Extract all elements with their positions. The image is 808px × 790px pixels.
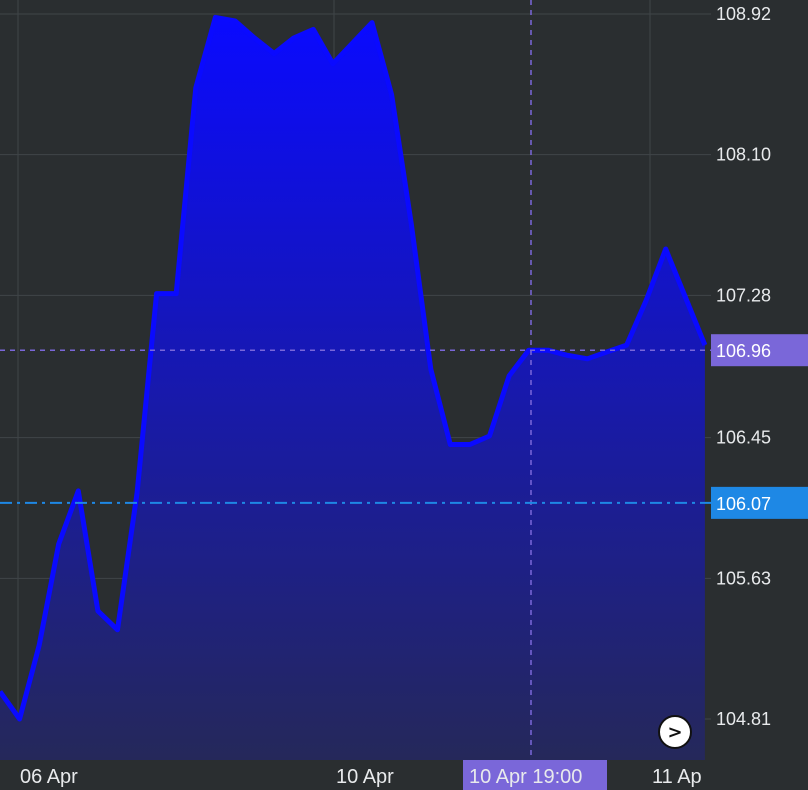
data-point [547, 349, 549, 351]
data-point [175, 293, 177, 295]
data-point [391, 94, 393, 96]
scroll-to-latest-button[interactable]: > [658, 715, 692, 749]
data-point [606, 351, 608, 353]
reference-price-badge [711, 486, 808, 519]
data-point [77, 490, 79, 492]
data-point [0, 691, 1, 693]
x-tick-label: 10 Apr [336, 766, 394, 788]
data-point [19, 718, 21, 720]
data-point [508, 375, 510, 377]
x-tick-label: 11 Ap [652, 766, 702, 788]
data-point [156, 293, 158, 295]
data-point [430, 368, 432, 370]
data-point [351, 42, 353, 44]
chevron-right-icon: > [667, 721, 683, 743]
price-area-fill [0, 17, 705, 760]
data-point [312, 28, 314, 30]
crosshair-price-label: 106.96 [716, 341, 771, 361]
data-point [117, 629, 118, 631]
y-tick-label: 107.28 [716, 285, 771, 305]
data-points [0, 16, 706, 720]
data-point [665, 248, 667, 250]
data-point [449, 444, 451, 445]
data-point [332, 63, 334, 65]
data-point [58, 543, 60, 545]
reference-price-label: 106.07 [716, 494, 771, 514]
data-point [528, 349, 530, 351]
x-tick-label: 06 Apr [20, 766, 78, 788]
crosshair-time-label: 10 Apr 19:00 [469, 766, 582, 788]
data-point [586, 358, 588, 360]
crosshair-time-badge [463, 760, 607, 790]
data-point [645, 300, 647, 301]
data-point [195, 87, 197, 89]
data-point [704, 344, 706, 346]
y-tick-label: 108.10 [716, 145, 771, 165]
data-point [136, 492, 138, 494]
data-point [214, 16, 216, 18]
y-tick-label: 106.45 [716, 428, 771, 448]
x-axis: 06 Apr 10 Apr 11 Ap [20, 766, 702, 788]
data-point [273, 53, 275, 54]
data-point [626, 344, 628, 346]
data-point [684, 296, 686, 298]
y-tick-label: 108.92 [716, 4, 771, 24]
data-point [410, 222, 412, 224]
data-point [234, 20, 236, 22]
y-tick-label: 104.81 [716, 709, 771, 729]
data-point [97, 610, 99, 612]
data-point [371, 22, 373, 24]
data-point [567, 354, 569, 356]
y-tick-label: 105.63 [716, 568, 771, 588]
crosshair-price-badge [711, 334, 808, 367]
data-point [489, 435, 490, 437]
data-point [254, 37, 255, 39]
data-point [293, 37, 295, 39]
data-point [469, 444, 471, 445]
data-point [38, 644, 40, 646]
y-axis: 108.92 108.10 107.28 106.45 105.63 104.81 [716, 4, 771, 729]
